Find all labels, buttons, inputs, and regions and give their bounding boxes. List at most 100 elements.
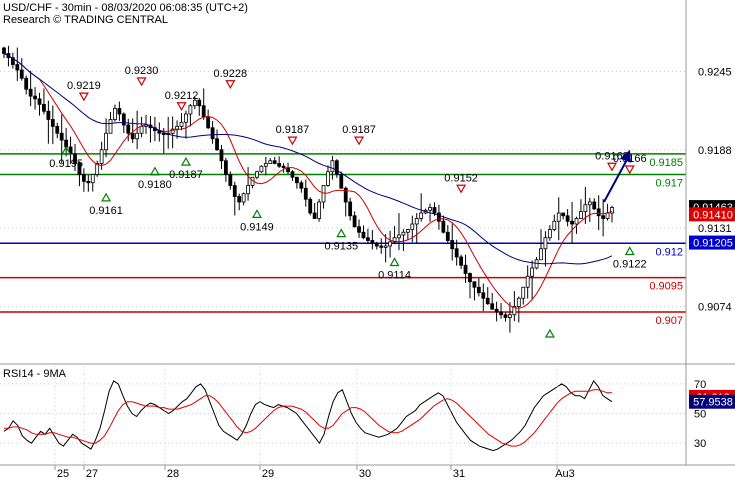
candle-body [459,256,464,266]
trough-marker [61,145,72,155]
candle-body [366,237,370,241]
candle-body [139,125,144,134]
candle-body [450,240,455,250]
candle-body [73,153,77,164]
price-box-label: 0.91205 [693,238,733,250]
candle-body [170,128,175,134]
candle-body [117,108,122,115]
candle-body [130,132,135,140]
level-label: 0.9185 [649,157,683,169]
candle-body [90,174,95,184]
candle-body [210,127,215,140]
trough-label: 0.9187 [169,169,203,181]
candle-body [86,180,91,184]
x-tick-label: 28 [167,468,179,480]
candle-body [321,185,326,203]
candle-body [352,215,357,228]
peak-marker [78,92,89,102]
candle-body [379,245,384,248]
candle-body [312,212,317,219]
candle-body [388,241,393,247]
price-candles [2,45,614,333]
candle-body [565,215,570,222]
peak-label: 0.9168 [595,150,629,162]
peak-label: 0.9152 [444,172,478,184]
trough-label: 0.9149 [240,221,274,233]
candle-body [10,57,15,65]
candle-body [241,193,246,203]
candle-body [556,212,561,222]
candle-body [472,281,477,288]
x-tick-label: 30 [359,468,371,480]
price-tick-label: 0.9245 [698,66,732,78]
candle-body [50,119,55,127]
candle-body [419,212,424,219]
candle-body [99,149,104,164]
candle-body [552,220,557,230]
candle-body [525,275,530,288]
candle-body [432,207,437,214]
candle-body [255,171,259,178]
rsi-tick-label: 30 [694,438,706,450]
peak-marker [354,136,365,146]
candle-body [503,314,508,318]
candle-body [272,160,277,164]
rsi-series-rsi14 [3,379,613,452]
candle-body [206,116,211,129]
peak-label: 0.9219 [67,80,101,92]
peak-marker [136,77,147,87]
peak-marker [624,165,635,175]
trough-marker [180,156,191,166]
candle-body [2,47,6,54]
candle-body [574,218,579,225]
candle-body [188,105,193,115]
candle-body [77,163,82,175]
x-tick-label: 29 [262,468,274,480]
candle-body [303,187,308,200]
candle-body [499,311,503,316]
peak-marker [456,184,467,194]
candle-body [295,176,299,184]
candle-body [161,132,166,136]
level-label: 0.9095 [649,281,683,293]
candle-body [481,292,486,299]
price-axis: 0.92450.91880.91310.90740.914630.914100.… [689,66,735,314]
trough-marker [389,257,400,267]
price-ma [3,53,613,309]
moving-average-fast [3,53,613,309]
candle-body [587,201,592,206]
candle-body [104,132,108,151]
candle-body [308,198,313,214]
candle-body [59,132,64,141]
trough-marker [149,166,160,176]
candle-body [268,160,273,164]
candle-body [596,208,601,217]
candle-body [55,125,60,134]
candle-body [121,113,126,126]
projection-arrow-shaft [603,157,629,203]
candle-body [326,171,330,186]
candle-body [42,103,46,112]
candle-body [476,286,481,294]
candle-body [437,212,441,222]
candle-body [95,163,100,175]
candle-body [228,174,233,186]
moving-average-slow [3,53,613,265]
candle-body [19,69,24,79]
trough-label: 0.9114 [378,270,411,282]
trough-label: 0.9161 [89,205,123,217]
candle-body [175,125,179,130]
rsi-tick-label: 50 [694,409,706,421]
candle-body [348,201,353,217]
trough-marker [101,192,112,202]
candle-body [561,212,566,217]
rsi-series-9ma [4,389,612,447]
candle-body [330,160,335,173]
rsi-panel: 70503061.21357.9538 [0,379,735,452]
candle-body [397,234,401,239]
candle-body [232,185,237,197]
candle-body [215,138,219,151]
candle-body [201,105,206,118]
